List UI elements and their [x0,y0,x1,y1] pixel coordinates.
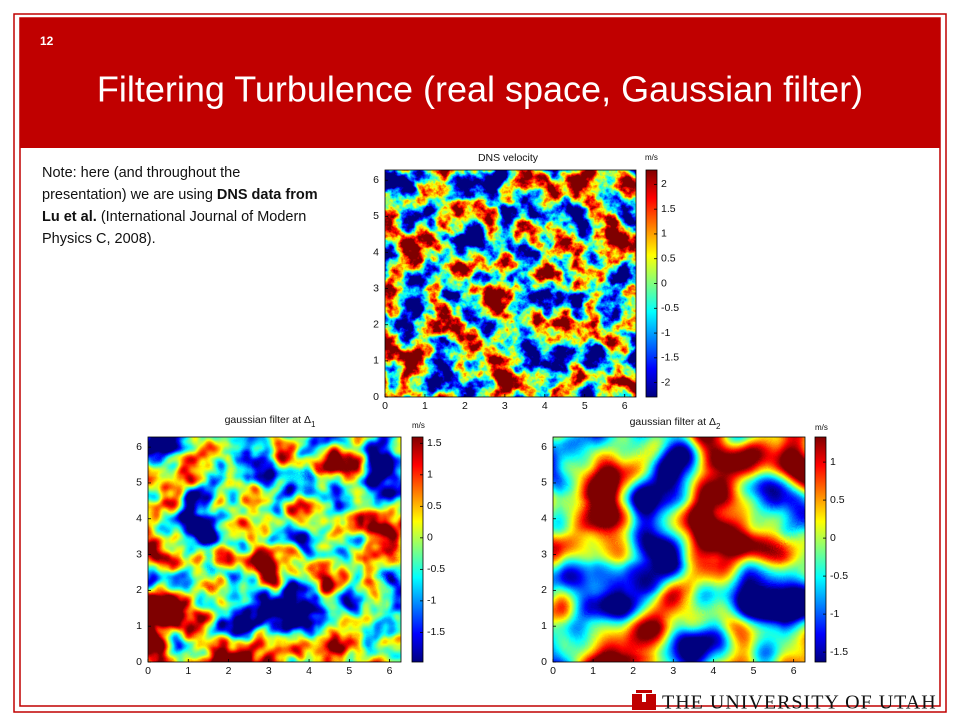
plot-title-subscript: 1 [311,420,316,429]
colorbar-tick-label: 0.5 [830,494,845,506]
plot-title: DNS velocity [478,152,539,164]
plot-frame [147,436,402,663]
plot-title-text: DNS velocity [478,152,539,164]
plot-frame [552,436,806,663]
y-tick-label: 5 [541,477,547,489]
x-tick-label: 5 [346,665,352,677]
x-tick-label: 1 [422,400,428,412]
colorbar-tick-label: 0 [830,532,836,544]
colorbar-tick-label: -1.5 [830,646,848,658]
y-tick-label: 3 [136,548,142,560]
plot-title-subscript: 2 [716,422,721,431]
note-text: DNS data from Lu et al. [42,187,318,225]
y-tick-label: 0 [373,391,379,403]
footer-text: THE UNIVERSITY OF UTAH [662,692,937,714]
y-tick-label: 3 [541,548,547,560]
y-tick-label: 2 [136,584,142,596]
colorbar-tick-label: -1 [830,608,839,620]
utah-logo [632,690,656,710]
plot-title-text: gaussian filter at Δ [630,416,716,428]
colorbar-tick-label: -2 [661,376,670,388]
colorbar-tick-label: -1 [427,595,436,607]
heatmap-field [385,170,636,397]
x-tick-label: 2 [630,665,636,677]
frame-outer [13,13,947,713]
y-tick-label: 6 [136,441,142,453]
x-tick-label: 0 [550,665,556,677]
colorbar-unit: m/s [645,153,658,162]
colorbar-tick-label: -1 [661,327,670,339]
plot-title-text: gaussian filter at Δ [225,414,311,426]
x-tick-label: 3 [266,665,272,677]
heatmap-field [148,437,401,662]
colorbar-tick-label: -0.5 [661,302,679,314]
colorbar-tick-label: 1 [661,228,667,240]
colorbar-tick-label: 2 [661,178,667,190]
colorbar-tick-label: 0 [661,277,667,289]
colorbar-tick-label: -0.5 [830,570,848,582]
y-tick-label: 1 [373,355,379,367]
colorbar-tick-label: 1 [830,456,836,468]
header-band [20,18,940,148]
slide-title: Filtering Turbulence (real space, Gaussi… [97,69,863,110]
x-tick-label: 3 [670,665,676,677]
x-tick-label: 2 [226,665,232,677]
slide-number: 12 [40,34,54,48]
x-tick-label: 5 [751,665,757,677]
y-tick-label: 6 [541,441,547,453]
colorbar-tick-label: -0.5 [427,563,445,575]
colorbar-tick-label: 1 [427,469,433,481]
x-tick-label: 4 [542,400,548,412]
x-tick-label: 4 [306,665,312,677]
y-tick-label: 2 [373,319,379,331]
x-tick-label: 5 [582,400,588,412]
x-tick-label: 6 [622,400,628,412]
y-tick-label: 1 [136,620,142,632]
x-tick-label: 0 [382,400,388,412]
x-tick-label: 0 [145,665,151,677]
colorbar-tick-label: -1.5 [661,352,679,364]
colorbar-tick-label: 0.5 [661,252,676,264]
colorbar-tick-label: 0.5 [427,500,442,512]
colorbar-tick-label: 0 [427,532,433,544]
x-tick-label: 6 [387,665,393,677]
colorbar-unit: m/s [412,421,425,430]
heatmap-field [553,437,805,662]
plot-frame [384,169,637,398]
note-text: (International Journal of Modern Physics… [42,209,307,247]
x-tick-label: 1 [590,665,596,677]
y-tick-label: 3 [373,282,379,294]
y-tick-label: 4 [136,513,142,525]
x-tick-label: 4 [711,665,717,677]
y-tick-label: 0 [541,656,547,668]
note-text: Note: here (and throughout the presentat… [42,165,241,203]
y-tick-label: 4 [541,513,547,525]
plot-title: gaussian filter at Δ2 [630,416,721,431]
y-tick-label: 1 [541,620,547,632]
plot-title: gaussian filter at Δ1 [225,414,316,429]
note: Note: here (and throughout the presentat… [42,162,327,250]
colorbar-tick-label: 1.5 [661,203,676,215]
x-tick-label: 1 [185,665,191,677]
x-tick-label: 6 [791,665,797,677]
colorbar-tick-label: 1.5 [427,437,442,449]
y-tick-label: 5 [373,210,379,222]
y-tick-label: 5 [136,477,142,489]
colorbar-tick-label: -1.5 [427,626,445,638]
colorbar-unit: m/s [815,423,828,432]
y-tick-label: 4 [373,246,379,258]
colorbar [814,436,827,663]
y-tick-label: 0 [136,656,142,668]
x-tick-label: 2 [462,400,468,412]
y-tick-label: 6 [373,174,379,186]
y-tick-label: 2 [541,584,547,596]
x-tick-label: 3 [502,400,508,412]
colorbar [411,436,424,663]
